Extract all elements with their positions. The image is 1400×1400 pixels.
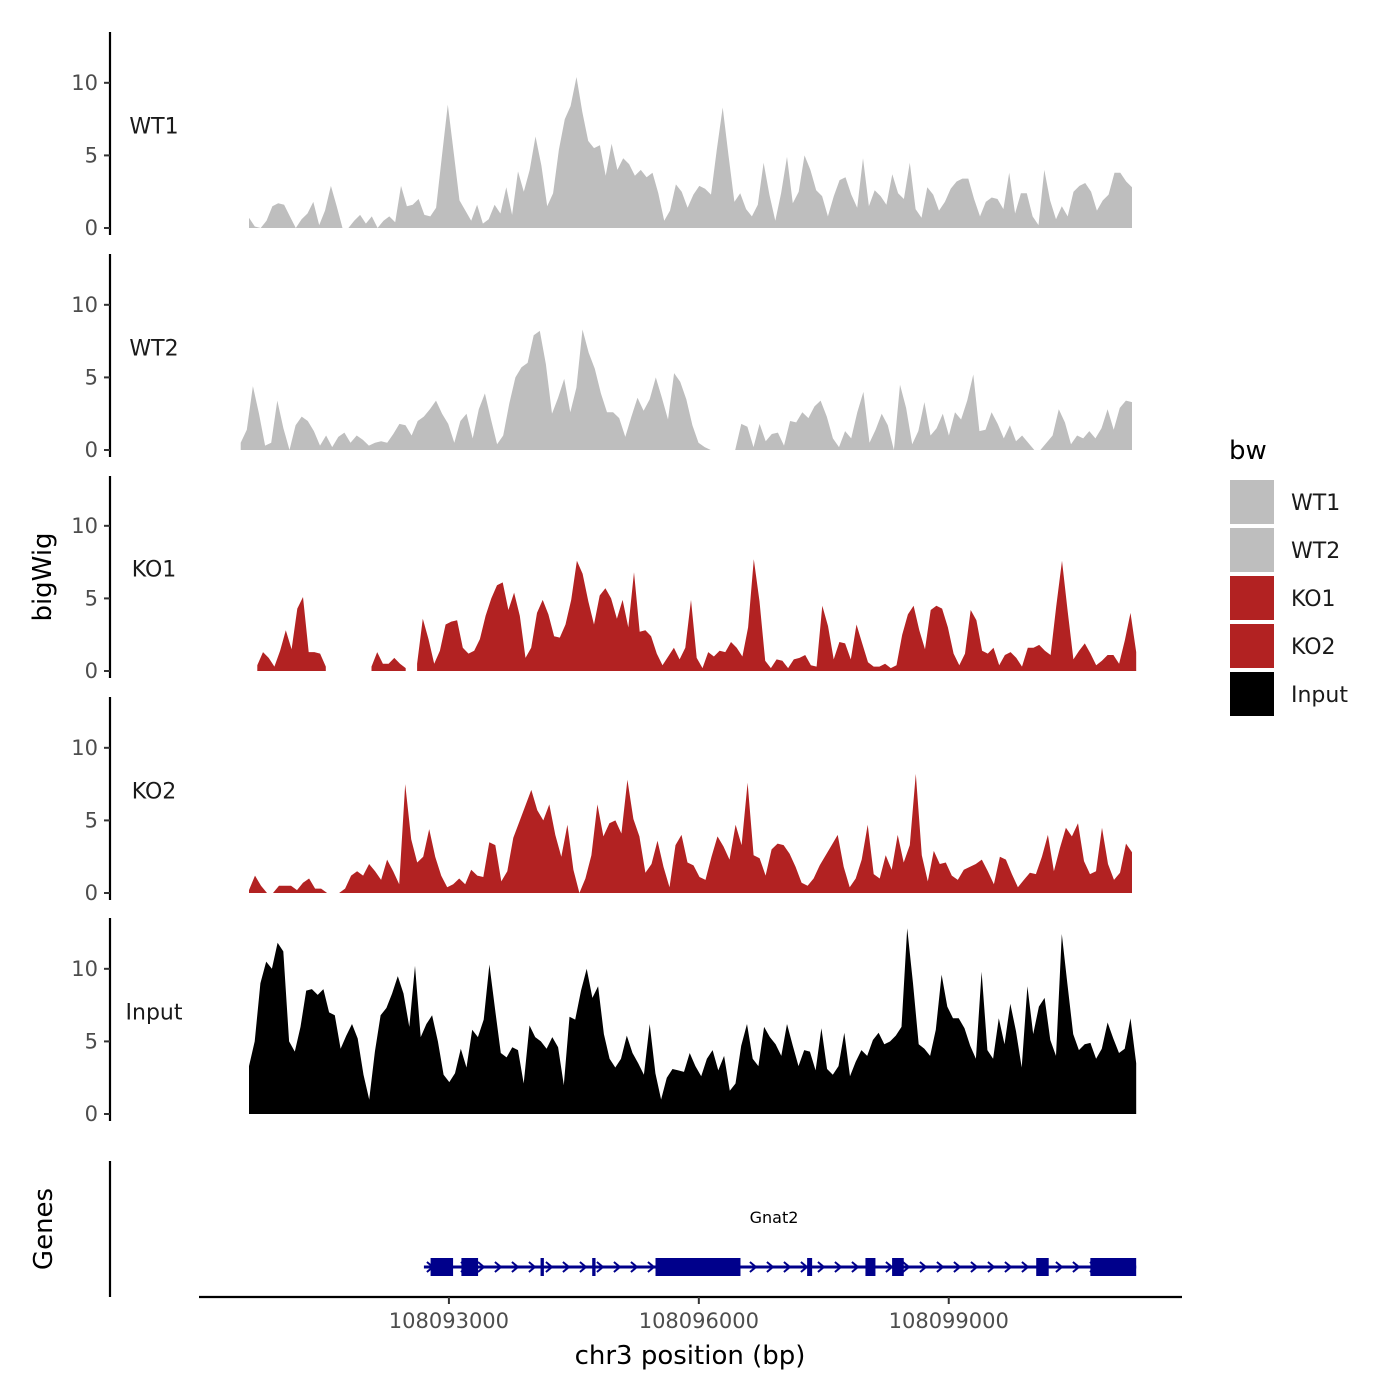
- y-tick-label: 0: [85, 438, 98, 462]
- y-tick-label: 0: [85, 881, 98, 905]
- y-tick-label: 10: [71, 736, 98, 760]
- track-wt2: 0 5 10 WT2: [71, 254, 1132, 462]
- strand-arrow: [1004, 1261, 1013, 1273]
- legend-item-wt1: WT1: [1230, 480, 1340, 524]
- legend: bw WT1 WT2 KO1 KO2 Input: [1229, 436, 1348, 716]
- track-ko1: 0 5 10 KO1: [71, 476, 1137, 683]
- legend-swatch: [1230, 672, 1274, 716]
- x-tick-label: 108096000: [639, 1309, 759, 1333]
- y-tick-label: 5: [85, 808, 98, 832]
- coverage-area-ko2: [249, 773, 1132, 893]
- y-tick-label: 10: [71, 293, 98, 317]
- strand-arrow: [511, 1261, 520, 1273]
- y-axis-title: bigWig: [28, 532, 58, 621]
- strand-arrow: [783, 1261, 792, 1273]
- y-tick-label: 0: [85, 1102, 98, 1126]
- legend-item-input: Input: [1230, 672, 1348, 716]
- legend-label: WT2: [1291, 539, 1340, 564]
- strand-arrow: [494, 1261, 503, 1273]
- strand-arrow: [596, 1261, 605, 1273]
- tracks-layer: 0 5 10 WT1 0 5 10 WT2 0 5 10 KO1 0 5 10 KO2 0 5 10 Input: [71, 32, 1137, 1126]
- strand-arrow: [1072, 1261, 1081, 1273]
- gene-exon: [1036, 1258, 1049, 1276]
- coverage-area-ko1: [257, 559, 1137, 671]
- x-tick-label: 108093000: [389, 1309, 509, 1333]
- track-label: WT2: [129, 337, 178, 362]
- legend-label: KO2: [1291, 635, 1336, 660]
- y-tick-label: 5: [85, 143, 98, 167]
- legend-swatch: [1230, 528, 1274, 572]
- track-wt1: 0 5 10 WT1: [71, 32, 1132, 240]
- y-tick-label: 0: [85, 659, 98, 683]
- track-label: Input: [126, 1001, 183, 1026]
- legend-item-ko2: KO2: [1230, 624, 1336, 668]
- strand-arrow: [562, 1261, 571, 1273]
- legend-swatch: [1230, 576, 1274, 620]
- legend-item-ko1: KO1: [1230, 576, 1336, 620]
- y-tick-label: 0: [85, 216, 98, 240]
- strand-arrow: [817, 1261, 826, 1273]
- y-tick-label: 10: [71, 514, 98, 538]
- strand-arrow: [545, 1261, 554, 1273]
- strand-arrow: [987, 1261, 996, 1273]
- gene-exon: [892, 1258, 904, 1276]
- strand-arrow: [630, 1261, 639, 1273]
- legend-label: KO1: [1291, 587, 1336, 612]
- strand-arrow: [766, 1261, 775, 1273]
- strand-arrow: [834, 1261, 843, 1273]
- strand-arrow: [613, 1261, 622, 1273]
- strand-arrow: [919, 1261, 928, 1273]
- gene-exon: [540, 1258, 544, 1276]
- x-tick-label: 108099000: [889, 1309, 1009, 1333]
- coverage-area-input: [249, 928, 1137, 1114]
- x-axis: chr3 position (bp) 108093000 108096000 108…: [199, 1295, 1182, 1371]
- gene-name-label: Gnat2: [750, 1208, 799, 1227]
- strand-arrow: [970, 1261, 979, 1273]
- strand-arrow: [1021, 1261, 1030, 1273]
- gene-exon: [461, 1258, 479, 1276]
- y-tick-label: 5: [85, 586, 98, 610]
- gene-exon: [430, 1258, 454, 1276]
- track-label: KO2: [132, 780, 177, 805]
- legend-swatch: [1230, 480, 1274, 524]
- coverage-area-wt2: [240, 329, 1132, 450]
- gene-exon: [1090, 1258, 1137, 1276]
- strand-arrow: [528, 1261, 537, 1273]
- y-tick-label: 5: [85, 1029, 98, 1053]
- strand-arrow: [851, 1261, 860, 1273]
- strand-arrow: [1055, 1261, 1064, 1273]
- gene-exon: [865, 1258, 876, 1276]
- coverage-area-wt1: [249, 77, 1132, 228]
- gene-exon: [592, 1258, 596, 1276]
- x-axis-title: chr3 position (bp): [575, 1341, 806, 1371]
- legend-item-wt2: WT2: [1230, 528, 1340, 572]
- genes-axis-title: Genes: [29, 1188, 59, 1270]
- y-tick-label: 10: [71, 957, 98, 981]
- legend-swatch: [1230, 624, 1274, 668]
- strand-arrow: [647, 1261, 656, 1273]
- strand-arrow: [885, 1261, 894, 1273]
- legend-title: bw: [1229, 436, 1267, 466]
- track-label: KO1: [132, 558, 177, 583]
- y-tick-label: 10: [71, 71, 98, 95]
- gene-exon: [807, 1258, 813, 1276]
- legend-label: WT1: [1291, 491, 1340, 516]
- legend-label: Input: [1291, 683, 1348, 708]
- track-input: 0 5 10 Input: [71, 918, 1137, 1126]
- y-tick-label: 5: [85, 365, 98, 389]
- strand-arrow: [800, 1261, 809, 1273]
- strand-arrow: [477, 1261, 486, 1273]
- track-label: WT1: [129, 115, 178, 140]
- gene-exon: [655, 1258, 741, 1276]
- strand-arrow: [902, 1261, 911, 1273]
- gene-track: Genes Gnat2: [29, 1161, 1137, 1297]
- strand-arrow: [953, 1261, 962, 1273]
- strand-arrow: [936, 1261, 945, 1273]
- track-ko2: 0 5 10 KO2: [71, 697, 1132, 905]
- strand-arrow: [749, 1261, 758, 1273]
- strand-arrow: [579, 1261, 588, 1273]
